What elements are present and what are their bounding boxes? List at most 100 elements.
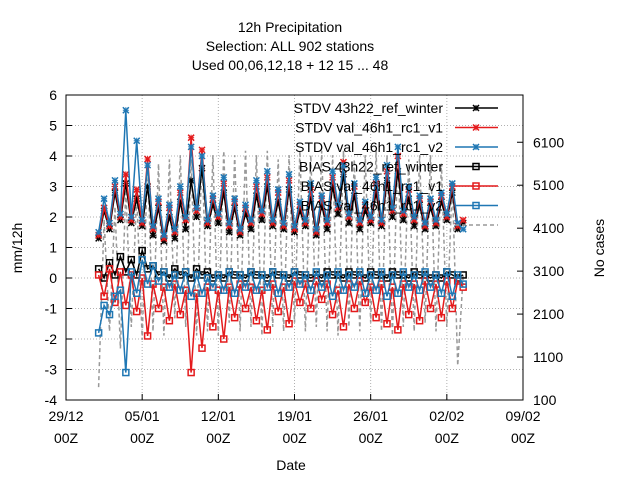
data-point <box>198 289 206 297</box>
data-point <box>187 292 195 301</box>
x-tick-label: 00Z <box>130 430 155 446</box>
data-point <box>198 152 206 160</box>
data-point <box>388 204 396 212</box>
data-point <box>448 304 457 313</box>
y-tick-label: 2 <box>49 209 57 225</box>
data-point <box>144 155 152 163</box>
data-point <box>236 271 244 279</box>
data-point <box>345 271 353 279</box>
data-point <box>171 234 179 242</box>
legend-marker <box>472 123 480 132</box>
y-tick-label: 0 <box>49 270 57 286</box>
legend-marker <box>472 143 480 151</box>
x-tick-label: 00Z <box>54 430 79 446</box>
data-point <box>132 307 141 316</box>
data-point <box>383 320 391 328</box>
data-point <box>258 216 266 224</box>
data-point <box>437 289 446 297</box>
data-point <box>220 286 228 294</box>
data-point <box>176 286 184 294</box>
data-point <box>285 283 293 291</box>
data-point <box>94 265 103 273</box>
y2-tick-label: 6100 <box>533 134 564 150</box>
data-point <box>269 216 277 224</box>
data-point <box>437 189 445 197</box>
data-point <box>394 326 402 334</box>
data-point <box>280 219 288 227</box>
data-point <box>105 310 114 319</box>
data-point <box>361 198 369 206</box>
data-point <box>459 280 467 288</box>
y-tick-label: 5 <box>49 118 57 134</box>
data-point <box>443 268 451 276</box>
data-point <box>165 283 174 291</box>
data-point <box>149 262 157 270</box>
data-point <box>290 222 299 230</box>
x-tick-label: 02/02 <box>429 408 464 424</box>
x-tick-label: 00Z <box>511 430 536 446</box>
data-point <box>317 283 326 291</box>
data-point <box>415 286 424 294</box>
data-point <box>307 304 315 313</box>
data-point <box>405 310 413 319</box>
y-tick-label: 4 <box>49 148 57 164</box>
data-point <box>132 289 141 297</box>
data-point <box>105 265 114 273</box>
data-point <box>214 271 223 279</box>
y-tick-label: -4 <box>45 392 58 408</box>
legend-label: STDV 43h22_ref_winter <box>294 100 444 116</box>
data-point <box>149 231 157 239</box>
data-point <box>437 313 446 322</box>
legend-label: STDV val_46h1_rc1_v2 <box>295 139 443 155</box>
data-point <box>116 210 124 218</box>
data-point <box>100 195 108 203</box>
data-point <box>394 289 402 297</box>
data-point <box>258 207 266 215</box>
data-point <box>133 137 141 145</box>
data-point <box>432 216 440 224</box>
data-point <box>225 268 233 276</box>
x-axis-label: Date <box>276 457 306 473</box>
x-tick-label: 19/01 <box>277 408 312 424</box>
data-point <box>176 182 184 191</box>
data-point <box>307 179 315 187</box>
data-point <box>203 216 211 224</box>
data-point <box>350 283 359 291</box>
data-point <box>328 310 337 319</box>
data-point <box>383 161 391 169</box>
chart-title: 12h Precipitation Selection: ALL 902 stat… <box>192 19 389 73</box>
y2-tick-label: 5100 <box>533 177 564 193</box>
data-point <box>203 274 212 282</box>
data-point <box>443 210 451 218</box>
data-point <box>388 271 397 279</box>
data-point <box>176 310 184 319</box>
data-point <box>274 186 282 194</box>
data-point <box>323 216 331 224</box>
title-line: Used 00,06,12,18 + 12 15 ... 48 <box>192 57 389 73</box>
data-point <box>416 192 424 200</box>
data-point <box>247 216 255 224</box>
data-point <box>154 304 163 313</box>
data-point <box>242 201 250 209</box>
data-point <box>209 323 217 331</box>
data-point <box>187 143 195 151</box>
data-point <box>138 216 146 224</box>
data-point <box>448 292 457 301</box>
data-point <box>100 292 108 301</box>
data-point <box>192 271 201 279</box>
data-point <box>421 219 429 227</box>
data-point <box>154 277 163 285</box>
data-point <box>399 207 407 215</box>
data-point <box>263 167 271 175</box>
data-point <box>432 271 440 279</box>
data-point <box>94 329 103 337</box>
data-point <box>263 283 272 291</box>
data-point <box>100 301 108 310</box>
data-point <box>165 316 174 325</box>
data-point <box>111 292 119 301</box>
data-point <box>279 271 288 279</box>
data-point <box>252 316 261 325</box>
legend-marker <box>472 182 480 190</box>
data-point <box>127 213 135 221</box>
data-point <box>105 219 114 227</box>
